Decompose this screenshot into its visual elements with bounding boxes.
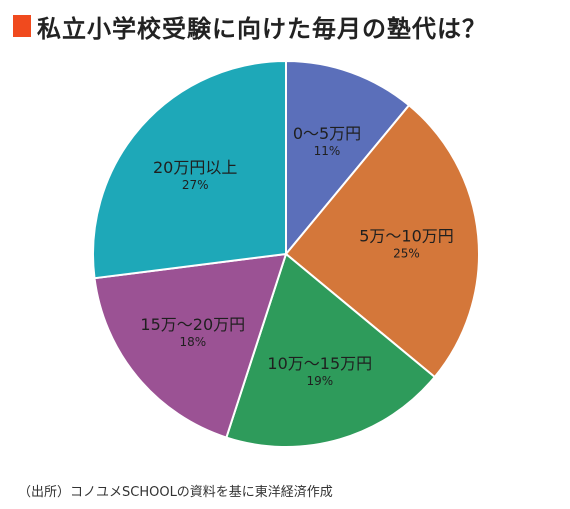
chart-title-bar: 私立小学校受験に向けた毎月の塾代は？: [13, 10, 487, 43]
chart-title: 私立小学校受験に向けた毎月の塾代は？: [37, 14, 487, 43]
title-marker: [13, 15, 31, 37]
pie-slice-3: [225, 252, 437, 448]
slice-percent-2: 25%: [393, 247, 420, 261]
pie-slice-2: [284, 103, 480, 379]
slice-label-2: 5万〜10万円: [359, 227, 454, 246]
pie-slice-5: [92, 59, 287, 280]
slice-label-1: 0〜5万円: [293, 124, 361, 143]
slice-label-4: 15万〜20万円: [140, 315, 245, 334]
slice-percent-4: 18%: [179, 335, 206, 349]
pie-slice-4: [93, 252, 288, 439]
slice-percent-3: 19%: [306, 374, 333, 388]
slice-percent-5: 27%: [182, 178, 209, 192]
source-note: （出所）コノユメSCHOOLの資料を基に東洋経済作成: [18, 485, 333, 500]
slice-label-3: 10万〜15万円: [267, 354, 372, 373]
pie-slice-1: [285, 59, 411, 257]
slice-percent-1: 11%: [314, 144, 341, 158]
slice-label-5: 20万円以上: [153, 158, 237, 177]
